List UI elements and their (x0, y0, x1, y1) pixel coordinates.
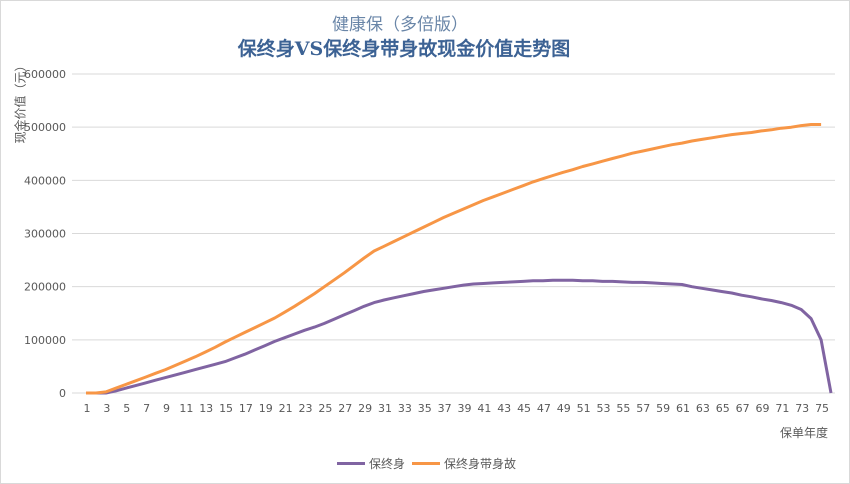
y-tick-label: 100000 (24, 334, 66, 347)
series-line-2 (86, 123, 822, 395)
x-tick-label: 3 (103, 402, 110, 415)
legend: 保终身 保终身带身故 (337, 455, 523, 472)
x-tick-label: 55 (616, 402, 630, 415)
chart-title: 保终身VS保终身带身故现金价值走势图 (237, 38, 571, 60)
x-tick-label: 33 (398, 402, 412, 415)
x-tick-label: 63 (696, 402, 710, 415)
y-tick-label: 300000 (24, 228, 66, 241)
x-tick-label: 37 (438, 402, 452, 415)
x-tick-label: 19 (259, 402, 273, 415)
x-tick-label: 11 (179, 402, 193, 415)
y-tick-label: 200000 (24, 281, 66, 294)
y-tick-label: 600000 (24, 68, 66, 81)
x-axis-title: 保单年度 (780, 426, 829, 440)
legend-item-series-2[interactable]: 保终身带身故 (412, 455, 516, 472)
y-tick-label: 0 (59, 387, 66, 400)
x-tick-label: 49 (557, 402, 571, 415)
x-tick-label: 1 (84, 402, 91, 415)
x-tick-label: 7 (143, 402, 150, 415)
x-tick-label: 23 (299, 402, 313, 415)
x-tick-label: 75 (815, 402, 829, 415)
x-tick-label: 59 (656, 402, 670, 415)
x-tick-label: 15 (219, 402, 233, 415)
x-tick-label: 51 (577, 402, 591, 415)
x-tick-label: 5 (123, 402, 130, 415)
x-tick-label: 67 (736, 402, 750, 415)
x-tick-label: 35 (418, 402, 432, 415)
x-tick-label: 43 (497, 402, 511, 415)
legend-label-series-1: 保终身 (369, 457, 406, 471)
x-tick-label: 61 (676, 402, 690, 415)
x-tick-label: 27 (338, 402, 352, 415)
legend-swatch-series-1 (337, 462, 365, 465)
x-tick-label: 9 (163, 402, 170, 415)
x-tick-label: 65 (716, 402, 730, 415)
legend-item-series-1[interactable]: 保终身 (337, 455, 405, 472)
x-tick-label: 41 (477, 402, 491, 415)
series-line-1 (86, 278, 833, 395)
x-tick-label: 71 (775, 402, 789, 415)
x-tick-label: 73 (795, 402, 809, 415)
x-tick-label: 21 (279, 402, 293, 415)
x-tick-label: 57 (636, 402, 650, 415)
x-tick-label: 25 (318, 402, 332, 415)
x-tick-label: 53 (597, 402, 611, 415)
x-tick-label: 69 (755, 402, 769, 415)
legend-label-series-2: 保终身带身故 (444, 457, 517, 471)
legend-swatch-series-2 (412, 462, 441, 465)
x-tick-label: 13 (199, 402, 213, 415)
x-tick-label: 29 (358, 402, 372, 415)
x-tick-label: 45 (517, 402, 531, 415)
y-tick-label: 500000 (24, 121, 66, 134)
x-tick-label: 39 (457, 402, 471, 415)
chart-subtitle: 健康保（多倍版） (332, 15, 468, 35)
x-tick-label: 31 (378, 402, 392, 415)
y-tick-label: 400000 (24, 174, 66, 187)
x-tick-label: 17 (239, 402, 253, 415)
x-tick-label: 47 (537, 402, 551, 415)
